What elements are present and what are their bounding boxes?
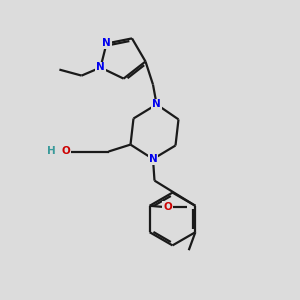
Text: N: N: [148, 154, 158, 164]
Text: N: N: [96, 62, 105, 73]
Text: O: O: [61, 146, 70, 157]
Text: H: H: [46, 146, 56, 157]
Text: N: N: [152, 99, 161, 110]
Text: N: N: [102, 38, 111, 49]
Text: O: O: [163, 202, 172, 212]
